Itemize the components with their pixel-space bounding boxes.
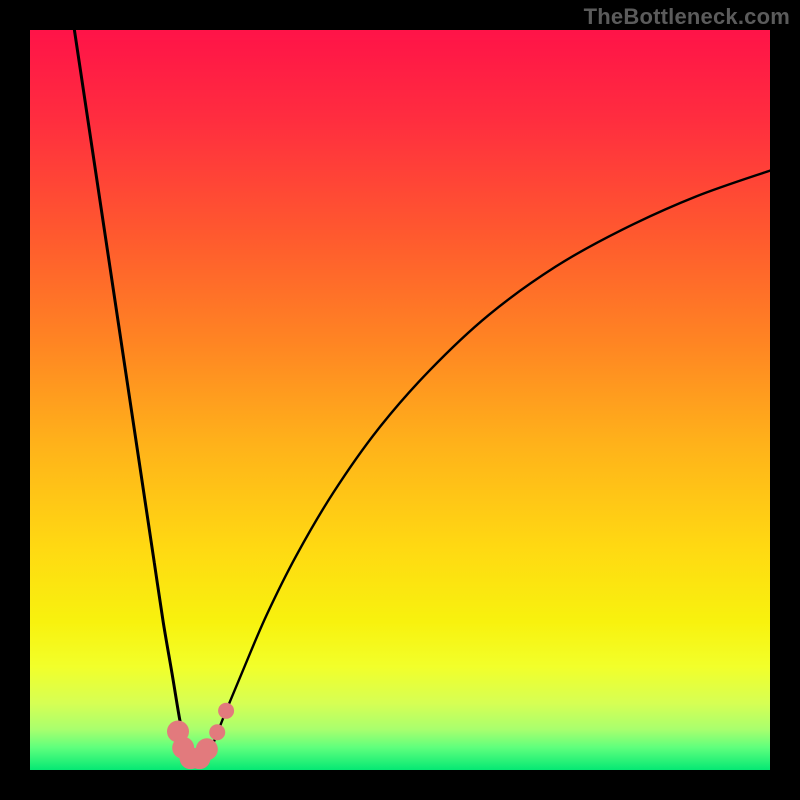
bottleneck-chart bbox=[0, 0, 800, 800]
chart-root: TheBottleneck.com bbox=[0, 0, 800, 800]
plot-background bbox=[30, 30, 770, 770]
marker-dot bbox=[196, 738, 218, 760]
marker-dot bbox=[218, 703, 234, 719]
watermark-label: TheBottleneck.com bbox=[584, 4, 790, 30]
marker-dot bbox=[209, 724, 225, 740]
